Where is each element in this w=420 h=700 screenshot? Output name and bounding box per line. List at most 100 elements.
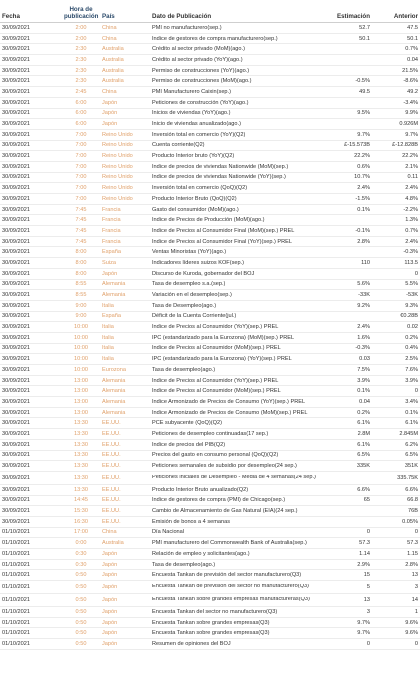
table-row: 30/09/2021 7:45 Francia Índice de Precios a…	[0, 237, 420, 248]
cell-event: Índice de precios del PIB(Q2)	[152, 441, 226, 448]
cell-time: 10:00	[74, 366, 88, 373]
cell-previous: 9.6%	[405, 630, 418, 637]
cell-estimate: 9.7%	[357, 630, 370, 637]
cell-time: 13:30	[74, 430, 88, 437]
table-row: 30/09/2021 13:00 Alemania Índice Armonizado…	[0, 408, 420, 419]
cell-estimate: 2.8M	[357, 430, 370, 437]
cell-previous: 5.5%	[405, 281, 418, 288]
cell-country: China	[102, 529, 117, 536]
cell-event: Encuesta Tankan sobre grandes empresas(Q…	[152, 619, 270, 626]
cell-time: 13:30	[74, 486, 88, 493]
cell-event: Encuesta Tankan sobre grandes empresas(Q…	[152, 630, 270, 637]
cell-previous: 0.926M	[399, 121, 418, 128]
table-row: 30/09/2021 14:45 EE.UU. Índice de gestores …	[0, 496, 420, 507]
cell-time: 15:30	[74, 508, 88, 515]
cell-event: Emisión de bonos a 4 semanas	[152, 518, 231, 525]
table-row: 30/09/2021 10:00 Italia Índice de Precios a…	[0, 322, 420, 333]
cell-previous: 2.8%	[405, 561, 418, 568]
cell-previous: 6.1%	[405, 420, 418, 427]
cell-time: 0:50	[75, 597, 87, 604]
cell-event: Encuesta Tankan de previsión del sector …	[152, 572, 302, 579]
table-row: 30/09/2021 2:30 Australia Permiso de constr…	[0, 66, 420, 77]
cell-date: 30/09/2021	[2, 121, 30, 128]
cell-time: 13:00	[74, 377, 88, 384]
cell-time: 0:50	[75, 584, 87, 591]
cell-time: 7:45	[75, 217, 87, 224]
cell-event: Cambio de Almacenamiento de Gas Natural …	[152, 508, 298, 515]
cell-country: EE.UU.	[102, 420, 121, 427]
cell-previous: 2.845M	[399, 430, 418, 437]
table-row: 30/09/2021 10:00 Eurozona Tasa de desempleo…	[0, 365, 420, 376]
cell-time: 13:30	[74, 420, 88, 427]
table-row: 30/09/2021 7:45 Francia Índice de Precios d…	[0, 215, 420, 227]
cell-time: 7:00	[75, 163, 87, 170]
cell-event: Permiso de construcciones (YoY)(ago.)	[152, 67, 250, 74]
economic-calendar-table: Fecha Hora de publicación País Dato de P…	[0, 0, 420, 650]
table-row: 30/09/2021 7:00 Reino Unido Cuenta corrient…	[0, 141, 420, 152]
cell-event: Índice Armonizado de Precios de Consumo …	[152, 398, 306, 405]
cell-previous: 0	[414, 388, 418, 395]
cell-previous: -3.4%	[403, 99, 418, 106]
cell-previous: 0	[414, 529, 418, 536]
table-row: 01/10/2021 0:30 Japón Tasa de desempleo(ago…	[0, 560, 420, 571]
cell-time: 2:30	[75, 56, 87, 63]
table-row: 30/09/2021 13:00 Alemania Índice de Precios…	[0, 376, 420, 387]
cell-previous: 3.9%	[405, 377, 418, 384]
cell-country: Francia	[102, 227, 121, 234]
cell-time: 2:30	[75, 78, 87, 85]
cell-time: 8:00	[75, 249, 87, 256]
cell-country: Reino Unido	[102, 142, 133, 149]
cell-date: 01/10/2021	[2, 529, 30, 536]
cell-estimate: 50.1	[359, 35, 370, 42]
cell-previous: 0.02	[407, 324, 418, 331]
cell-estimate: 1.14	[359, 550, 370, 557]
table-row: 30/09/2021 10:00 Italia IPC (estandarizado …	[0, 333, 420, 344]
cell-country: Francia	[102, 238, 121, 245]
cell-country: Australia	[102, 46, 124, 53]
cell-event: Índice de precios de viviendas Nationwid…	[152, 174, 286, 181]
cell-time: 2:30	[75, 46, 87, 53]
cell-date: 30/09/2021	[2, 206, 30, 213]
cell-estimate: -0.5%	[355, 78, 370, 85]
cell-time: 13:30	[74, 474, 88, 481]
cell-previous: 6.2%	[405, 441, 418, 448]
cell-country: Japón	[102, 550, 118, 557]
cell-event: Índice de Precios al Consumidor (YoY)(se…	[152, 324, 279, 331]
cell-date: 30/09/2021	[2, 324, 30, 331]
table-row: 30/09/2021 8:00 España Ventas Minoristas (Y…	[0, 247, 420, 259]
cell-time: 13:30	[74, 441, 88, 448]
table-header: Fecha Hora de publicación País Dato de P…	[0, 0, 420, 23]
cell-time: 2:00	[75, 24, 87, 31]
cell-event: Precios del gasto en consumo personal (Q…	[152, 452, 279, 459]
table-row: 30/09/2021 6:00 Japón Inicio de viviendas a…	[0, 119, 420, 130]
cell-country: EE.UU.	[102, 430, 121, 437]
cell-country: Reino Unido	[102, 153, 133, 160]
table-row: 30/09/2021 10:00 Italia Índice de Precios a…	[0, 344, 420, 355]
cell-country: Japón	[102, 630, 118, 637]
cell-country: Reino Unido	[102, 185, 133, 192]
cell-country: Reino Unido	[102, 163, 133, 170]
cell-estimate: 9.7%	[357, 619, 370, 626]
cell-event: Índice de precios de viviendas Nationwid…	[152, 163, 289, 170]
cell-date: 30/09/2021	[2, 153, 30, 160]
cell-country: Australia	[102, 78, 124, 85]
cell-event: Crédito al sector privado (MoM)(ago.)	[152, 46, 245, 53]
cell-time: 7:45	[75, 206, 87, 213]
cell-country: Japón	[102, 572, 118, 579]
cell-estimate: 49.5	[359, 88, 370, 95]
cell-event: Tasa de desempleo(ago.)	[152, 366, 216, 373]
cell-previous: 1.15	[407, 550, 418, 557]
cell-date: 30/09/2021	[2, 452, 30, 459]
cell-country: EE.UU.	[102, 441, 121, 448]
header-date: Fecha	[2, 13, 20, 20]
cell-time: 2:30	[75, 67, 87, 74]
cell-country: Australia	[102, 67, 124, 74]
cell-date: 30/09/2021	[2, 110, 30, 117]
cell-country: Japón	[102, 99, 118, 106]
table-row: 30/09/2021 13:00 Alemania Índice de Precios…	[0, 386, 420, 398]
table-row: 30/09/2021 2:45 China PMI Manufacturero Cai…	[0, 87, 420, 98]
cell-date: 30/09/2021	[2, 78, 30, 85]
cell-time: 10:00	[74, 356, 88, 363]
cell-country: EE.UU.	[102, 463, 121, 470]
cell-date: 30/09/2021	[2, 345, 30, 352]
